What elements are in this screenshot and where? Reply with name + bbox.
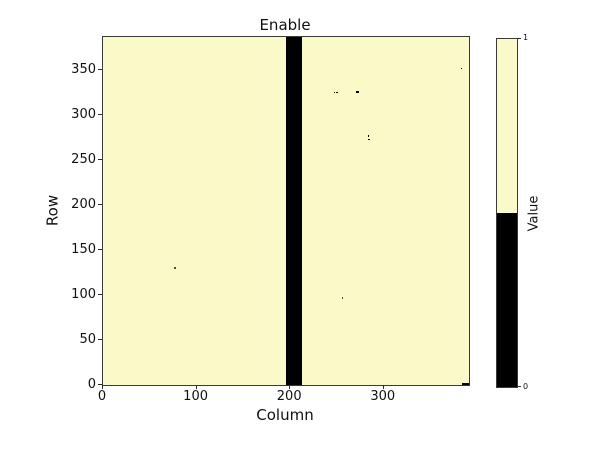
y-tick-label: 250 bbox=[71, 151, 96, 167]
x-tick-label: 200 bbox=[276, 389, 302, 404]
y-tick-label: 200 bbox=[71, 196, 96, 212]
zero-cell-dot bbox=[368, 138, 370, 141]
y-tick-label: 50 bbox=[79, 331, 96, 347]
y-tick-label: 150 bbox=[71, 241, 96, 257]
colorbar-high-segment bbox=[497, 39, 517, 213]
zero-cell-dot bbox=[356, 90, 359, 94]
y-tick-label: 300 bbox=[71, 106, 96, 122]
y-tick-mark bbox=[98, 384, 102, 385]
colorbar-low-segment bbox=[497, 213, 517, 387]
colorbar-tick-mark-bottom bbox=[518, 386, 521, 387]
y-tick-label: 100 bbox=[71, 286, 96, 302]
y-tick-mark bbox=[98, 69, 102, 71]
x-tick-label: 0 bbox=[97, 389, 107, 404]
y-tick-mark bbox=[98, 249, 102, 251]
colorbar-label: Value bbox=[526, 195, 542, 232]
zero-cell-dot bbox=[460, 67, 463, 70]
x-tick-mark bbox=[102, 385, 103, 389]
x-axis-label: Column bbox=[256, 406, 314, 424]
y-tick-mark bbox=[98, 294, 102, 296]
zero-column-band bbox=[286, 37, 303, 385]
x-tick-label: 100 bbox=[183, 389, 208, 404]
zero-cell-dot bbox=[341, 296, 344, 299]
x-tick-mark bbox=[382, 385, 384, 389]
zero-cell-dot bbox=[174, 267, 176, 269]
y-tick-mark bbox=[98, 114, 102, 116]
colorbar-tick-label-1: 1 bbox=[523, 33, 529, 42]
zero-run-bottom-right bbox=[461, 382, 469, 385]
y-tick-label: 0 bbox=[87, 376, 96, 392]
zero-cell-dot bbox=[368, 135, 370, 137]
zero-cell-dot bbox=[336, 92, 338, 94]
colorbar bbox=[496, 38, 518, 388]
zero-cell-dot bbox=[333, 92, 335, 94]
y-tick-mark bbox=[98, 339, 102, 341]
x-tick-mark bbox=[195, 385, 197, 389]
x-tick-label: 300 bbox=[370, 389, 396, 404]
y-tick-mark bbox=[98, 204, 102, 206]
y-tick-mark bbox=[98, 159, 102, 161]
heatmap-plot-area bbox=[102, 36, 470, 386]
x-tick-mark bbox=[289, 385, 291, 389]
colorbar-tick-label-0: 0 bbox=[523, 382, 529, 391]
colorbar-tick-mark-top bbox=[518, 38, 521, 39]
chart-title: Enable bbox=[259, 16, 311, 34]
y-tick-label: 350 bbox=[71, 61, 96, 77]
